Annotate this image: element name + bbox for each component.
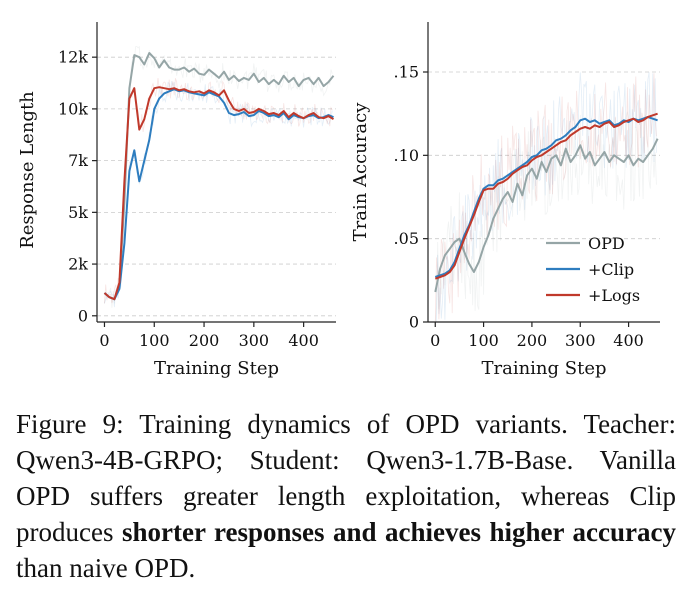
series-raw-clip — [435, 72, 657, 323]
x-tick-label: 300 — [239, 331, 270, 350]
x-axis-title: Training Step — [481, 358, 606, 379]
legend-label: +Clip — [588, 260, 634, 279]
series-line-clip — [434, 116, 658, 278]
x-tick-label: 0 — [99, 331, 109, 350]
panel-length: 0 2k 5k 7k 10k 12k 0 100 200 300 400 Training Step R… — [17, 22, 336, 379]
series-line-opd — [103, 52, 335, 301]
caption-text: than naive OPD. — [16, 553, 196, 583]
legend: OPD +Clip +Logs — [546, 234, 640, 305]
series-line-clip — [103, 88, 334, 301]
x-tick-label: 100 — [139, 331, 170, 350]
y-axis-title: Train Accuracy — [350, 102, 371, 242]
y-tick-label: .05 — [394, 229, 419, 248]
legend-label: OPD — [588, 234, 625, 253]
y-tick-label: 10k — [58, 99, 88, 118]
series-line-opd — [434, 138, 659, 293]
caption-emphasis: shorter responses and achieves higher ac… — [121, 517, 676, 547]
figure-panels: 0 2k 5k 7k 10k 12k 0 100 200 300 400 Training Step R… — [17, 22, 660, 379]
series-raw-opd — [434, 111, 657, 323]
y-tick-label: 12k — [58, 48, 88, 67]
y-tick-label: .15 — [394, 63, 419, 82]
series-line-logs — [103, 86, 335, 301]
x-tick-label: 0 — [430, 331, 440, 350]
series-raw-logs — [104, 78, 333, 304]
y-axis-title: Response Length — [17, 91, 38, 249]
y-tick-label: 7k — [68, 151, 88, 170]
figure-caption: Figure 9: Training dynamics of OPD varia… — [16, 406, 676, 586]
x-tick-label: 400 — [288, 331, 319, 350]
caption-text: Figure 9: Training dynamics of OPD varia… — [16, 409, 676, 547]
y-tick-label: .10 — [394, 146, 419, 165]
x-axis-title: Training Step — [154, 358, 279, 379]
series-raw-opd — [104, 45, 333, 308]
x-tick-label: 400 — [613, 331, 644, 350]
x-tick-label: 200 — [189, 331, 220, 350]
x-tick-label: 200 — [517, 331, 548, 350]
y-tick-label: 0 — [78, 306, 88, 325]
series-line-logs — [434, 112, 658, 280]
y-tick-label: 5k — [68, 203, 88, 222]
y-tick-label: 2k — [68, 255, 88, 274]
x-tick-label: 100 — [468, 331, 499, 350]
legend-label: +Logs — [588, 286, 640, 305]
panel-accuracy: 0 .05 .10 .15 0 100 200 300 400 Training Step Trai… — [350, 22, 660, 379]
x-tick-label: 300 — [565, 331, 596, 350]
y-tick-label: 0 — [409, 313, 419, 332]
series-raw-logs — [434, 73, 657, 323]
